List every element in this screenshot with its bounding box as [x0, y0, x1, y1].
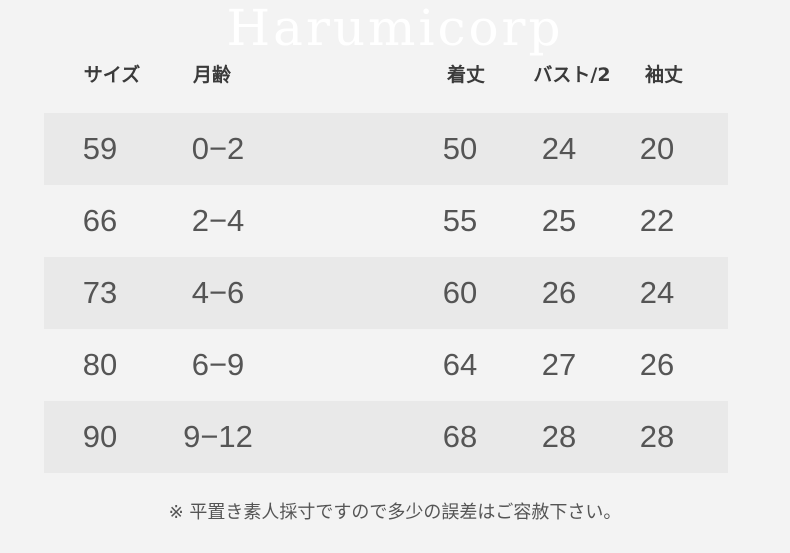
cell-sleeve: 20	[639, 131, 675, 166]
cell-sleeve: 22	[639, 203, 675, 238]
cell-sleeve: 28	[639, 419, 675, 454]
measurement-note: ※ 平置き素人採寸ですので多少の誤差はご容赦下さい。	[168, 502, 622, 523]
table-row: 59 0−2 50 24 20	[44, 113, 728, 185]
cell-sleeve: 26	[639, 347, 675, 382]
header-size: サイズ	[83, 64, 141, 86]
cell-size: 73	[82, 275, 118, 310]
cell-length: 50	[442, 131, 478, 166]
header-length: 着丈	[446, 64, 486, 86]
header-age-months: 月齢	[192, 64, 232, 86]
cell-bust: 27	[541, 347, 577, 382]
cell-bust: 26	[541, 275, 577, 310]
cell-bust: 24	[541, 131, 577, 166]
cell-length: 68	[442, 419, 478, 454]
cell-size: 90	[82, 419, 118, 454]
table-row: 80 6−9 64 27 26	[44, 329, 728, 401]
header-bust-half: バスト/2	[533, 64, 611, 86]
cell-bust: 25	[541, 203, 577, 238]
cell-age: 0−2	[191, 131, 245, 166]
cell-sleeve: 24	[639, 275, 675, 310]
cell-age: 6−9	[191, 347, 245, 382]
cell-length: 64	[442, 347, 478, 382]
cell-size: 66	[82, 203, 118, 238]
cell-age: 9−12	[183, 419, 253, 454]
watermark: Harumicorp	[226, 0, 564, 57]
cell-length: 60	[442, 275, 478, 310]
cell-size: 59	[82, 131, 118, 166]
cell-bust: 28	[541, 419, 577, 454]
header-sleeve: 袖丈	[644, 64, 684, 86]
cell-age: 4−6	[191, 275, 245, 310]
cell-age: 2−4	[191, 203, 245, 238]
table-row: 73 4−6 60 26 24	[44, 257, 728, 329]
cell-size: 80	[82, 347, 118, 382]
table-row: 90 9−12 68 28 28	[44, 401, 728, 473]
table-row: 66 2−4 55 25 22	[44, 185, 728, 257]
cell-length: 55	[442, 203, 478, 238]
